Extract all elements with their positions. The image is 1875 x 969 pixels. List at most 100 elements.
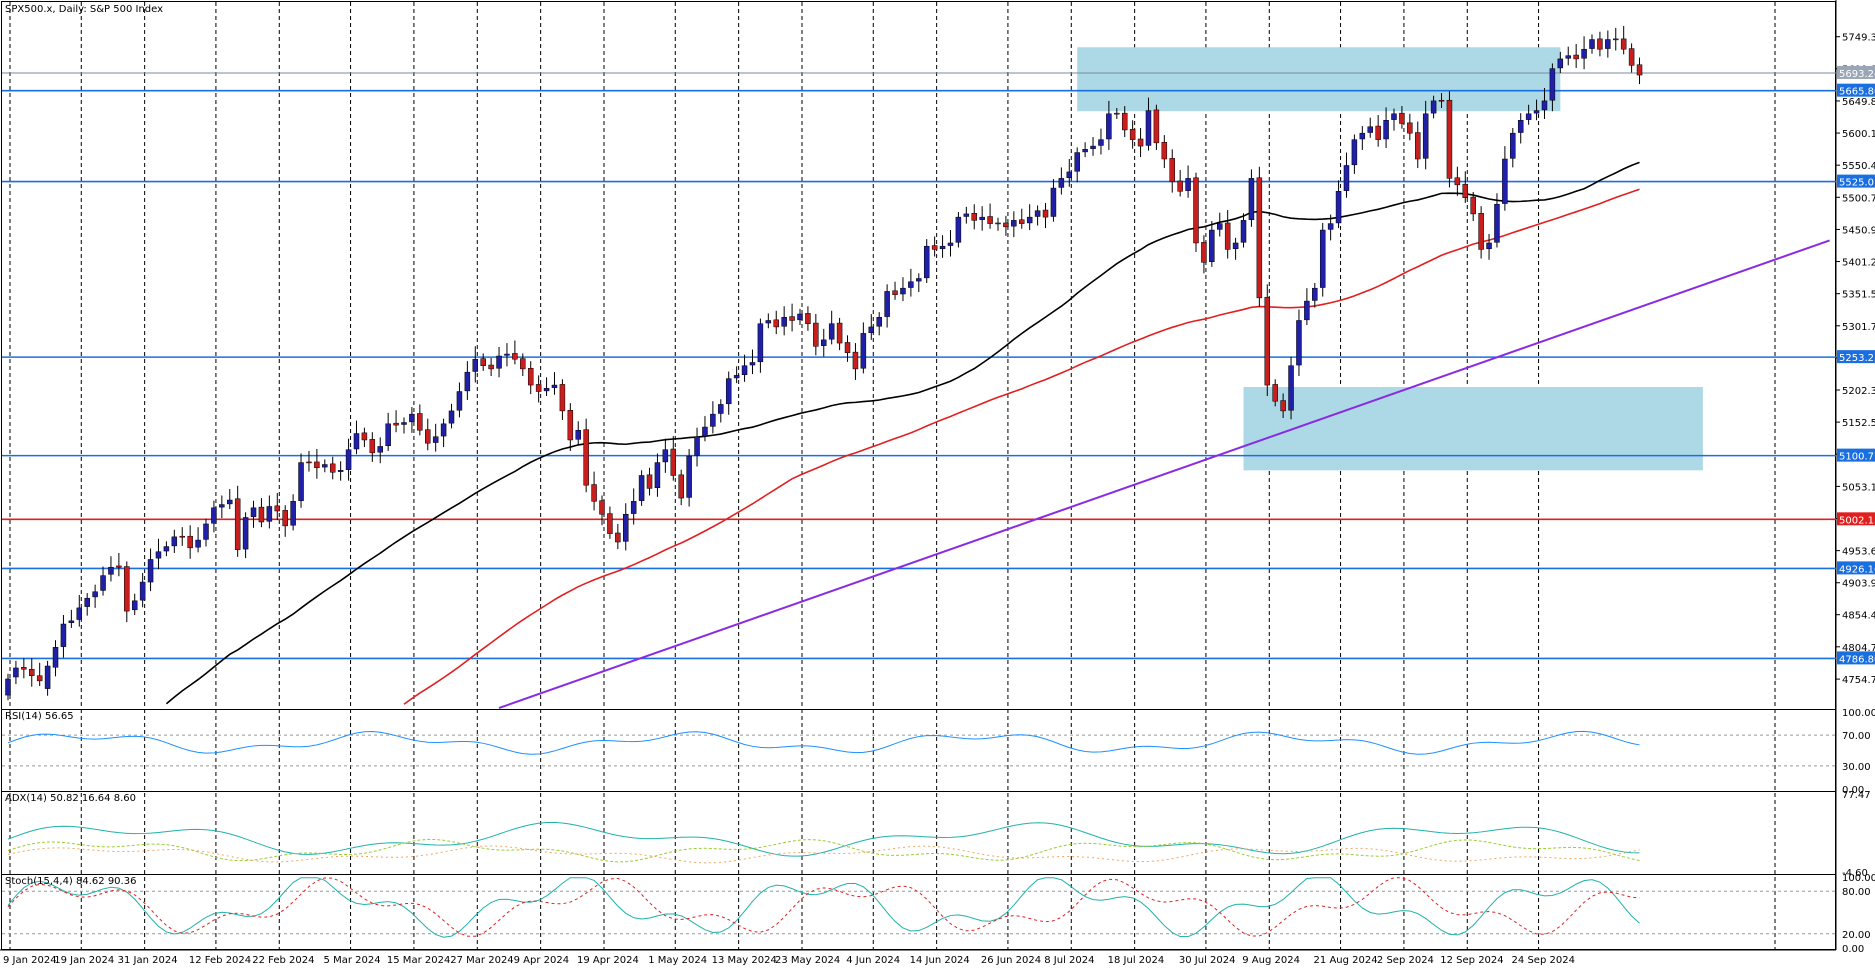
price-label-text: 4786.80: [1839, 654, 1875, 665]
candle-bull: [947, 242, 954, 246]
price-label-text: 4926.16: [1839, 564, 1875, 575]
candle-bear: [1280, 400, 1286, 412]
adx-minus-di: [7, 845, 1640, 864]
candle-bear: [931, 245, 938, 250]
stoch-signal-line: [7, 877, 1640, 937]
candle-bull: [876, 316, 882, 327]
price-tick-label: 4953.67: [1842, 547, 1875, 558]
candle-bear: [813, 322, 819, 347]
candle-bull: [496, 355, 502, 369]
price-tick-label: 5152.59: [1842, 418, 1875, 429]
price-tick-label: 4804.75: [1842, 643, 1875, 654]
candle-bull: [472, 358, 479, 372]
candle-bull: [575, 430, 581, 440]
price-tick-label: 5202.32: [1842, 386, 1875, 397]
candle-bull: [900, 287, 906, 295]
candle-bull: [337, 470, 344, 472]
candle-bull: [749, 362, 756, 366]
candle-bull: [1549, 68, 1556, 101]
candle-bull: [1525, 113, 1532, 120]
candle-bull: [1351, 139, 1358, 166]
adx-tick-label: 77.47: [1842, 790, 1871, 801]
candle-bear: [535, 384, 542, 392]
candle-bull: [377, 446, 383, 453]
candle-bull: [1209, 229, 1215, 262]
date-label: 1 May 2024: [648, 955, 707, 965]
rsi-tick-label: 100.00: [1842, 708, 1875, 719]
candle-bull: [171, 536, 178, 547]
main-pane-frame: [1, 1, 1836, 710]
candle-bear: [567, 410, 574, 441]
date-label: 2 Sep 2024: [1377, 955, 1434, 965]
candle-bull: [68, 620, 75, 623]
candle-bull: [1066, 171, 1073, 178]
candle-bear: [36, 675, 43, 682]
candle-bull: [219, 504, 225, 508]
price-label-text: 5693.24: [1839, 69, 1875, 80]
candle-bull: [623, 513, 629, 542]
candle-bull: [155, 551, 162, 559]
candle-bear: [1201, 242, 1207, 263]
candle-bear: [1129, 129, 1136, 140]
date-label: 22 Feb 2024: [252, 955, 314, 965]
candle-bull: [1430, 100, 1437, 114]
candle-bear: [1256, 177, 1263, 299]
candle-bull: [1383, 120, 1389, 140]
candle-bull: [385, 423, 391, 447]
candle-bull: [1312, 287, 1318, 301]
price-tick-label: 5649.89: [1842, 97, 1875, 108]
candle-bear: [1003, 222, 1009, 228]
candle-bear: [670, 448, 677, 476]
date-label: 23 May 2024: [775, 955, 840, 965]
candle-bear: [1264, 296, 1271, 386]
date-label: 24 Sep 2024: [1512, 955, 1575, 965]
candle-bear: [1470, 196, 1476, 215]
price-label-text: 5253.25: [1839, 353, 1875, 364]
candle-bull: [1232, 242, 1239, 250]
price-label-bg: [1837, 651, 1875, 665]
candle-bull: [1011, 220, 1017, 227]
candle-bear: [1438, 99, 1445, 102]
candle-bear: [21, 667, 27, 670]
price-tick-label: 4854.48: [1842, 611, 1875, 622]
candle-bull: [860, 333, 867, 369]
supply-demand-zones: [1077, 47, 1703, 471]
candle-bull: [1145, 110, 1152, 146]
candle-bear: [773, 319, 779, 328]
candle-bull: [757, 323, 764, 363]
date-label: 9 Aug 2024: [1242, 955, 1300, 965]
candle-bull: [963, 213, 970, 217]
candle-bull: [916, 278, 922, 282]
adx-label: ADX(14) 50.82 16.64 8.60: [5, 793, 136, 804]
candle-bull: [654, 462, 661, 489]
candle-bear: [836, 322, 843, 344]
date-label: 26 Jun 2024: [981, 955, 1041, 965]
candle-bull: [227, 499, 233, 505]
candle-bear: [520, 358, 526, 370]
candle-bull: [13, 667, 19, 678]
candle-bull: [1050, 187, 1057, 217]
candle-bear: [527, 368, 534, 386]
candle-bull: [464, 371, 471, 392]
zone-rect: [1077, 47, 1561, 112]
price-tick-label: 5500.71: [1842, 193, 1875, 204]
candle-bear: [1399, 112, 1405, 124]
candle-bull: [1240, 220, 1247, 243]
price-tick-label: 5301.78: [1842, 322, 1875, 333]
candle-bull: [638, 475, 645, 501]
price-label-bg: [1837, 83, 1875, 97]
price-label-bg: [1837, 350, 1875, 364]
candle-bull: [211, 507, 217, 524]
candle-bull: [345, 449, 352, 470]
stoch-tick-label: 100.00: [1842, 873, 1875, 884]
candle-bear: [1169, 158, 1175, 182]
candle-bear: [599, 500, 605, 515]
candle-bull: [733, 375, 740, 379]
date-label: 13 May 2024: [712, 955, 777, 965]
candle-bull: [409, 413, 415, 423]
candle-bear: [480, 358, 486, 366]
price-axis-ticks: 5749.355699.815649.895600.165550.435500.…: [1836, 33, 1875, 686]
candle-bear: [1375, 125, 1381, 140]
